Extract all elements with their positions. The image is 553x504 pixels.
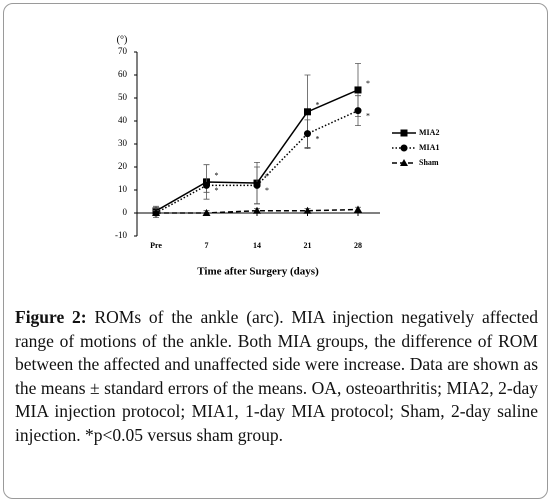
data-point bbox=[253, 181, 261, 189]
x-tick-label: Pre bbox=[150, 241, 162, 250]
x-tick-label: 21 bbox=[304, 241, 312, 250]
caption-label: Figure 2: bbox=[15, 307, 87, 327]
legend-marker bbox=[400, 129, 408, 137]
y-tick-label: 60 bbox=[118, 69, 128, 79]
data-point bbox=[354, 107, 362, 115]
significance-mark: * bbox=[316, 101, 320, 110]
data-point bbox=[203, 181, 210, 189]
y-tick-label: 30 bbox=[118, 138, 128, 148]
legend-marker bbox=[400, 159, 408, 166]
y-tick-label: 70 bbox=[118, 46, 128, 56]
significance-mark: * bbox=[366, 111, 370, 120]
significance-mark: * bbox=[316, 134, 320, 143]
data-point bbox=[354, 205, 362, 213]
legend-label: MIA2 bbox=[419, 128, 439, 137]
legend-marker bbox=[400, 144, 408, 152]
significance-mark: * bbox=[265, 172, 269, 181]
chart: (°) Time after Surgery (days) -10 0 10 20 30… bbox=[115, 34, 439, 278]
x-tick-label: 14 bbox=[253, 241, 261, 250]
legend-label: Sham bbox=[419, 158, 439, 167]
y-tick-label: 50 bbox=[118, 92, 128, 102]
y-tick-label: -10 bbox=[115, 230, 127, 240]
data-point bbox=[304, 108, 311, 116]
data-point bbox=[202, 209, 211, 216]
series-line bbox=[156, 208, 359, 214]
data-point bbox=[354, 86, 362, 94]
significance-mark: * bbox=[265, 186, 269, 195]
legend-label: MIA1 bbox=[419, 143, 439, 152]
caption: Figure 2: ROMs of the ankle (arc). MIA i… bbox=[15, 306, 538, 447]
significance-mark: * bbox=[215, 171, 219, 180]
y-tick-label: 10 bbox=[118, 184, 128, 194]
y-tick-label: 20 bbox=[118, 161, 128, 171]
y-tick-label: 0 bbox=[123, 207, 128, 217]
y-tick-label: 40 bbox=[118, 115, 128, 125]
caption-text: ROMs of the ankle (arc). MIA injection n… bbox=[15, 307, 538, 445]
significance-mark: * bbox=[215, 186, 219, 195]
figure-frame bbox=[3, 3, 548, 499]
data-point bbox=[303, 206, 312, 214]
x-tick-label: 7 bbox=[205, 241, 209, 250]
data-point bbox=[253, 206, 261, 214]
y-axis-label: (°) bbox=[117, 34, 128, 45]
data-point bbox=[304, 130, 311, 138]
significance-mark: * bbox=[366, 79, 370, 88]
x-tick-label: 28 bbox=[354, 241, 362, 250]
x-axis-label: Time after Surgery (days) bbox=[197, 266, 319, 278]
data-point bbox=[152, 209, 160, 216]
